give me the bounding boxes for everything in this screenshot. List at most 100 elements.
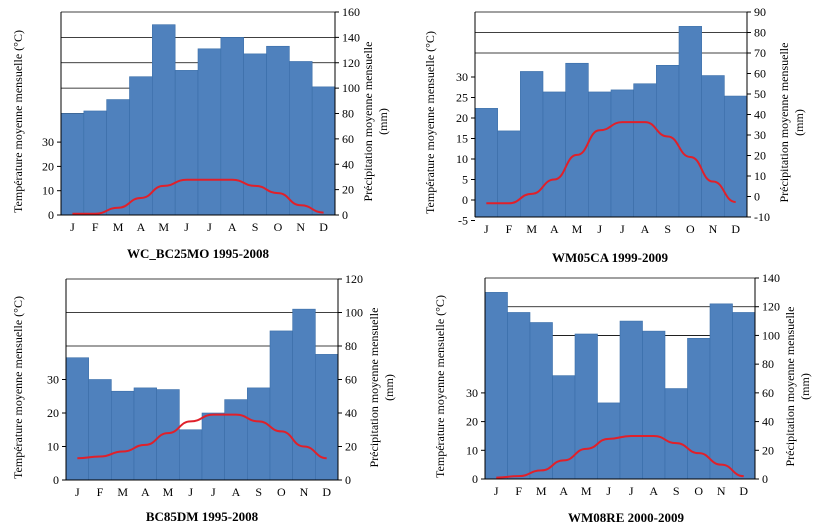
month-label: J <box>211 485 216 499</box>
month-label: D <box>322 485 331 499</box>
right-tick-label: 90 <box>754 5 766 19</box>
left-tick-label: 0 <box>472 472 478 486</box>
right-tick-label: 160 <box>342 5 360 19</box>
right-tick-label: 80 <box>345 339 357 353</box>
right-tick-label: 120 <box>345 272 363 286</box>
month-label: S <box>673 484 680 498</box>
month-label: M <box>536 484 547 498</box>
precip-bar-7 <box>201 412 225 481</box>
right-tick-label: 40 <box>345 406 357 420</box>
left-tick-label: 10 <box>466 443 478 457</box>
precip-bar-6 <box>588 91 612 218</box>
right-axis-title-unit: (mm) <box>376 108 390 135</box>
left-tick-label: 10 <box>47 440 59 454</box>
left-tick-label: 20 <box>456 111 468 125</box>
precip-bar-1 <box>484 292 508 480</box>
right-axis-title: Précipitation moyenne mensuelle <box>367 308 381 468</box>
right-tick-label: 0 <box>754 190 760 204</box>
right-tick-label: -10 <box>754 210 770 224</box>
month-label: D <box>731 222 740 236</box>
left-tick-label: 5 <box>462 173 468 187</box>
month-label: N <box>709 222 718 236</box>
chart-title: WM08RE 2000-2009 <box>568 510 684 525</box>
precip-bar-2 <box>83 110 107 216</box>
month-label: S <box>255 485 262 499</box>
right-tick-label: 60 <box>342 132 354 146</box>
precip-bar-6 <box>174 70 199 216</box>
precip-bar-7 <box>197 48 222 216</box>
right-axis-title-unit: (mm) <box>792 109 806 136</box>
precip-bar-3 <box>529 322 553 480</box>
right-tick-label: 50 <box>754 87 766 101</box>
month-label: N <box>296 220 305 234</box>
precip-bar-10 <box>678 26 702 218</box>
right-axis-title-unit: (mm) <box>798 373 812 400</box>
month-label: O <box>686 222 695 236</box>
month-label: J <box>184 220 189 234</box>
month-label: J <box>629 484 634 498</box>
month-label: S <box>252 220 259 234</box>
right-axis-title: Précipitation moyenne mensuelle <box>777 43 791 203</box>
right-tick-label: 30 <box>754 128 766 142</box>
left-tick-label: 10 <box>456 152 468 166</box>
month-label: A <box>232 485 241 499</box>
left-tick-label: 30 <box>456 70 468 84</box>
temperature-line <box>496 434 744 479</box>
precip-bar-10 <box>269 330 293 481</box>
right-tick-label: 100 <box>342 81 360 95</box>
precip-bar-8 <box>224 399 248 481</box>
month-label: M <box>158 220 169 234</box>
precip-bar-10 <box>687 337 711 480</box>
month-label: A <box>550 222 559 236</box>
left-tick-label: 20 <box>466 415 478 429</box>
month-label: O <box>274 220 283 234</box>
month-label: N <box>300 485 309 499</box>
left-tick-label: -5 <box>458 214 468 228</box>
right-tick-label: 140 <box>762 271 780 285</box>
right-tick-label: 20 <box>754 149 766 163</box>
precip-bar-5 <box>574 333 598 480</box>
precip-bar-10 <box>266 45 290 216</box>
month-label: M <box>572 222 583 236</box>
precip-bar-9 <box>664 388 688 480</box>
right-tick-label: 100 <box>345 306 363 320</box>
left-axis-title: Température moyenne mensuelle (°C) <box>11 296 25 479</box>
month-label: J <box>484 222 489 236</box>
right-tick-label: 60 <box>762 386 774 400</box>
left-tick-label: 25 <box>456 91 468 105</box>
month-label: A <box>228 220 237 234</box>
precip-bar-7 <box>619 320 643 480</box>
month-label: A <box>641 222 650 236</box>
month-label: A <box>559 484 568 498</box>
precip-bar-11 <box>289 61 313 216</box>
chart-title: WC_BC25MO 1995-2008 <box>127 246 269 261</box>
left-tick-label: 10 <box>42 184 54 198</box>
month-label: A <box>141 485 150 499</box>
right-axis-title: Précipitation moyenne mensuelle <box>783 307 797 467</box>
precip-bar-8 <box>220 37 244 216</box>
month-label: M <box>581 484 592 498</box>
right-axis-title-unit: (mm) <box>382 374 396 401</box>
precip-bar-8 <box>642 330 666 480</box>
right-tick-label: 70 <box>754 46 766 60</box>
precip-bar-4 <box>133 387 157 481</box>
right-tick-label: 120 <box>342 56 360 70</box>
right-tick-label: 0 <box>762 472 768 486</box>
month-label: J <box>606 484 611 498</box>
right-tick-label: 20 <box>342 183 354 197</box>
month-label: M <box>117 485 128 499</box>
precip-bar-5 <box>565 62 589 218</box>
left-axis-title: Température moyenne mensuelle (°C) <box>11 30 25 213</box>
month-label: A <box>137 220 146 234</box>
month-label: J <box>70 220 75 234</box>
right-tick-label: 10 <box>754 169 766 183</box>
left-axis-title: Température moyenne mensuelle (°C) <box>423 31 437 214</box>
precip-bar-1 <box>60 113 85 216</box>
precip-bar-3 <box>111 390 135 481</box>
left-tick-label: 20 <box>47 406 59 420</box>
left-tick-label: 30 <box>47 373 59 387</box>
month-label: J <box>207 220 212 234</box>
